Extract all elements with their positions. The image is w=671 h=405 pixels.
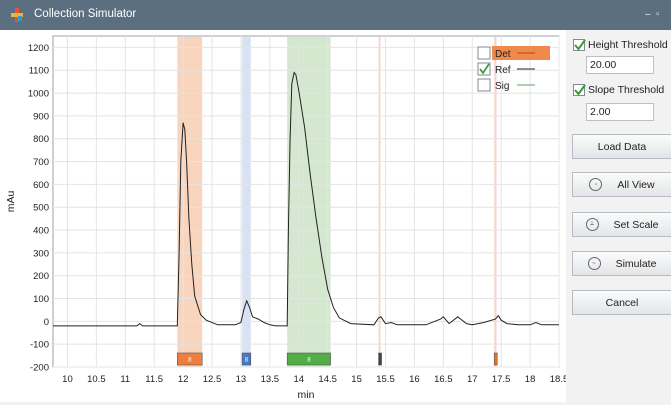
window-title: Collection Simulator <box>34 8 137 20</box>
slope-threshold-checkbox[interactable]: Slope Threshold <box>573 83 664 97</box>
x-tick-label: 13.5 <box>261 374 280 385</box>
simulate-label: Simulate <box>615 257 657 270</box>
x-tick-label: 16 <box>409 374 420 385</box>
legend-check-icon <box>479 63 490 75</box>
all-view-button[interactable]: ▫ All View <box>572 172 671 197</box>
fraction-marker[interactable] <box>177 352 203 366</box>
x-tick-label: 10 <box>62 374 73 385</box>
x-tick-label: 12.5 <box>203 374 222 385</box>
x-tick-label: 14 <box>293 374 304 385</box>
y-tick-label: 1000 <box>28 89 49 100</box>
all-view-label: All View <box>617 178 655 191</box>
all-view-icon: ▫ <box>589 178 603 191</box>
simulate-button[interactable]: ~ Simulate <box>572 251 671 276</box>
y-tick-label: 700 <box>33 157 49 168</box>
x-tick-label: 15.5 <box>376 374 395 385</box>
y-tick-label: 900 <box>33 111 49 122</box>
y-axis-label: mAu <box>5 191 17 213</box>
x-tick-label: 18.5 <box>550 374 566 385</box>
x-tick-label: 15 <box>351 374 362 385</box>
x-tick-label: 17.5 <box>492 374 511 385</box>
slope-threshold-check-icon <box>573 84 586 96</box>
cancel-label: Cancel <box>605 296 639 309</box>
height-threshold-check-icon <box>573 39 586 51</box>
fraction-marker-label: 8 <box>307 358 311 364</box>
simulate-icon: ~ <box>587 257 601 270</box>
y-tick-label: 400 <box>33 226 49 237</box>
chromatogram-chart[interactable]: 10 10.5 11 11.5 12 12.5 13 13.5 14 14.5 15 15.5 16 16… <box>0 30 568 402</box>
x-tick-label: 14.5 <box>318 374 337 385</box>
y-tick-label: 0 <box>44 317 49 328</box>
x-tick-label: 18 <box>525 374 536 385</box>
y-tick-label: 500 <box>33 203 49 214</box>
load-data-button[interactable]: Load Data <box>572 134 671 159</box>
legend-label-det: Det <box>495 49 511 60</box>
fraction-marker-label: 8 <box>245 358 249 364</box>
height-threshold-label: Height Threshold <box>588 39 668 51</box>
minimize-button[interactable]: – <box>645 9 651 20</box>
slope-threshold-label: Slope Threshold <box>588 84 665 96</box>
load-data-label: Load Data <box>597 140 647 153</box>
legend-checkbox-sig[interactable] <box>477 78 491 92</box>
height-threshold-input[interactable] <box>586 56 654 74</box>
y-tick-label: -100 <box>30 340 49 351</box>
fraction-band <box>287 37 331 367</box>
set-scale-icon: ⟂ <box>585 218 599 231</box>
slope-threshold-input[interactable] <box>586 103 654 121</box>
fraction-band <box>494 37 497 367</box>
fraction-marker[interactable] <box>286 352 331 366</box>
title-bar: Collection Simulator – ▫ <box>0 0 671 30</box>
y-tick-label: 600 <box>33 180 49 191</box>
y-tick-label: 1100 <box>29 66 49 77</box>
fraction-marker[interactable] <box>378 352 382 366</box>
x-tick-label: 17 <box>467 374 478 385</box>
fraction-marker[interactable] <box>241 352 252 366</box>
height-threshold-checkbox[interactable]: Height Threshold <box>573 38 668 52</box>
y-tick-label: 1200 <box>28 43 49 54</box>
set-scale-label: Set Scale <box>613 218 659 231</box>
chromatogram-chart-area: 10 10.5 11 11.5 12 12.5 13 13.5 14 14.5 15 15.5 16 16… <box>0 30 568 402</box>
x-axis-label: min <box>298 389 315 401</box>
x-tick-label: 10.5 <box>87 374 106 385</box>
fraction-marker-label: 8 <box>188 358 192 364</box>
x-tick-label: 12 <box>178 374 189 385</box>
fraction-band <box>242 37 251 367</box>
y-tick-label: 800 <box>33 134 49 145</box>
fraction-band <box>378 37 381 367</box>
fraction-marker[interactable] <box>493 352 498 366</box>
set-scale-button[interactable]: ⟂ Set Scale <box>572 212 671 237</box>
x-tick-label: 13 <box>236 374 247 385</box>
app-logo-icon <box>11 8 23 22</box>
cancel-button[interactable]: Cancel <box>572 290 671 315</box>
fraction-band <box>177 37 203 367</box>
legend-label-ref: Ref <box>495 65 511 76</box>
x-tick-label: 16.5 <box>434 374 453 385</box>
legend-label-sig: Sig <box>495 81 509 92</box>
x-tick-label: 11 <box>120 374 130 385</box>
y-tick-label: 200 <box>33 271 49 282</box>
y-tick-label: 300 <box>33 248 49 259</box>
y-tick-label: -200 <box>30 363 49 374</box>
series-line-ref <box>53 71 559 327</box>
maximize-button[interactable]: ▫ <box>656 9 660 20</box>
y-tick-label: 100 <box>33 294 49 305</box>
legend-checkbox-det[interactable] <box>477 46 491 60</box>
settings-panel: Height Threshold Slope Threshold Load Da… <box>566 30 671 402</box>
x-tick-label: 11.5 <box>145 374 163 385</box>
